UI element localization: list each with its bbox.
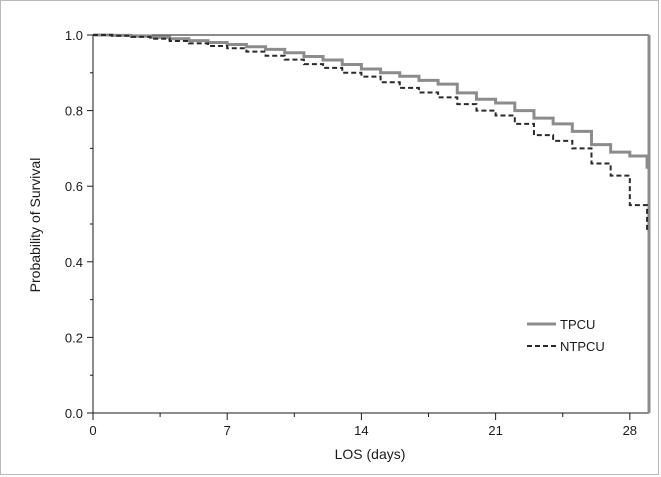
x-tick-label: 0 xyxy=(89,423,96,438)
y-tick-label: 0.4 xyxy=(65,255,83,270)
y-tick-label: 0.0 xyxy=(65,406,83,421)
legend-label-tpcu: TPCU xyxy=(560,317,595,332)
x-tick-label: 14 xyxy=(354,423,368,438)
y-tick-label: 1.0 xyxy=(65,28,83,43)
x-axis-title: LOS (days) xyxy=(335,446,406,462)
y-tick-label: 0.6 xyxy=(65,179,83,194)
x-tick-label: 21 xyxy=(488,423,502,438)
legend: TPCU NTPCU xyxy=(527,317,605,354)
y-tick-label: 0.8 xyxy=(65,104,83,119)
series-line-ntpcu xyxy=(93,34,649,232)
y-tick-label: 0.2 xyxy=(65,330,83,345)
series-line-tpcu xyxy=(93,33,651,413)
y-axis-title: Probability of Survival xyxy=(27,158,43,293)
x-tick-label: 7 xyxy=(224,423,231,438)
x-tick-label: 28 xyxy=(623,423,637,438)
plot-area: 0.0 0.2 0.4 0.6 0.8 1.0 0 7 14 21 28 xyxy=(65,28,651,438)
legend-label-ntpcu: NTPCU xyxy=(560,339,605,354)
